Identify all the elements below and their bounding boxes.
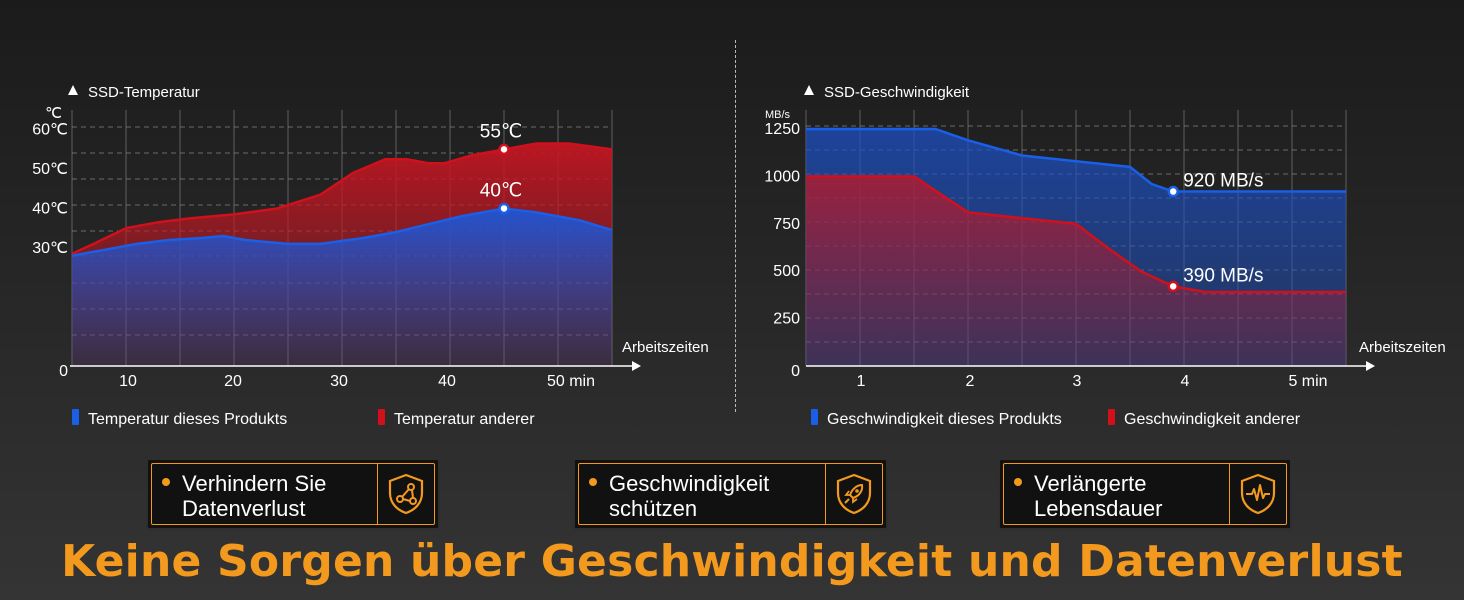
legend-swatch <box>378 409 385 425</box>
x-axis-label: Arbeitszeiten <box>1359 339 1446 356</box>
x-axis-arrow <box>632 361 641 371</box>
y-axis-arrow <box>68 85 78 95</box>
y-tick-label: 30℃ <box>32 240 68 257</box>
legend-swatch <box>811 409 818 425</box>
feature-line-1: Verhindern Sie <box>182 471 327 496</box>
series-line-red <box>806 175 1346 294</box>
series-area-blue <box>72 208 612 366</box>
x-tick-label: 2 <box>966 373 975 390</box>
highlight-point <box>1167 280 1179 293</box>
y-tick-label: 50℃ <box>32 161 68 178</box>
y-tick-label: 40℃ <box>32 200 68 217</box>
x-tick-label: 4 <box>1181 373 1190 390</box>
legend-swatch <box>72 409 79 425</box>
y-tick-label: 1250 <box>764 121 800 138</box>
legend-label: Temperatur dieses Produkts <box>88 411 287 428</box>
highlight-point <box>498 143 510 156</box>
legend-swatch <box>1108 409 1115 425</box>
x-tick-label: 50 min <box>547 373 595 390</box>
x-tick-label: 5 min <box>1288 373 1327 390</box>
data-label: 390 MB/s <box>1183 265 1263 286</box>
y-tick-label: 750 <box>773 216 800 233</box>
chart-divider <box>735 40 736 412</box>
y-axis-unit: ℃ <box>45 105 62 122</box>
feature-badge-data-loss: Verhindern Sie Datenverlust <box>146 458 440 530</box>
data-label: 40℃ <box>480 180 522 201</box>
y-tick-label: 60℃ <box>32 122 68 139</box>
y-tick-label: 0 <box>59 363 68 380</box>
highlight-point <box>498 202 510 215</box>
feature-badge-lifetime: Verlängerte Lebensdauer <box>998 458 1292 530</box>
y-tick-label: 500 <box>773 263 800 280</box>
x-tick-label: 20 <box>224 373 242 390</box>
feature-line-1: Verlängerte <box>1034 471 1147 496</box>
feature-badge-speed: Geschwindigkeit schützen <box>573 458 888 530</box>
bullet-dot <box>162 478 170 486</box>
headline: Keine Sorgen über Geschwindigkeit und Da… <box>61 536 1403 587</box>
x-axis-label: Arbeitszeiten <box>622 339 709 356</box>
shield-pulse-icon <box>1240 473 1276 515</box>
x-tick-label: 30 <box>330 373 348 390</box>
shield-rocket-icon <box>836 473 872 515</box>
y-axis-unit: MB/s <box>765 109 791 121</box>
feature-line-2: Datenverlust <box>182 496 306 521</box>
legend-label: Geschwindigkeit dieses Produkts <box>827 411 1062 428</box>
x-axis-arrow <box>1366 361 1375 371</box>
y-axis-arrow <box>804 85 814 95</box>
data-label: 920 MB/s <box>1183 171 1263 192</box>
charts-area: SSD-Temperatur ℃ Arbeitszeiten 0 30℃ 40℃ 50℃ 60… <box>32 84 1446 428</box>
series-line-blue <box>806 127 1346 193</box>
x-tick-label: 1 <box>857 373 866 390</box>
feature-line-2: Lebensdauer <box>1034 496 1163 521</box>
y-tick-label: 0 <box>791 363 800 380</box>
chart-title: SSD-Temperatur <box>88 84 200 101</box>
legend-label: Temperatur anderer <box>394 411 535 428</box>
y-tick-label: 250 <box>773 311 800 328</box>
bullet-dot <box>1014 478 1022 486</box>
bullet-dot <box>589 478 597 486</box>
highlight-point <box>1167 185 1179 198</box>
data-label: 55℃ <box>480 121 522 142</box>
x-tick-label: 3 <box>1073 373 1082 390</box>
legend-label: Geschwindigkeit anderer <box>1124 411 1301 428</box>
series-line-blue <box>71 207 613 257</box>
x-tick-label: 40 <box>438 373 456 390</box>
feature-line-1: Geschwindigkeit <box>609 471 770 496</box>
y-tick-label: 1000 <box>764 168 800 185</box>
feature-line-2: schützen <box>609 496 698 521</box>
series-area-red <box>806 176 1346 366</box>
shield-network-icon <box>388 473 424 515</box>
chart-title: SSD-Geschwindigkeit <box>824 84 970 101</box>
x-tick-label: 10 <box>119 373 137 390</box>
